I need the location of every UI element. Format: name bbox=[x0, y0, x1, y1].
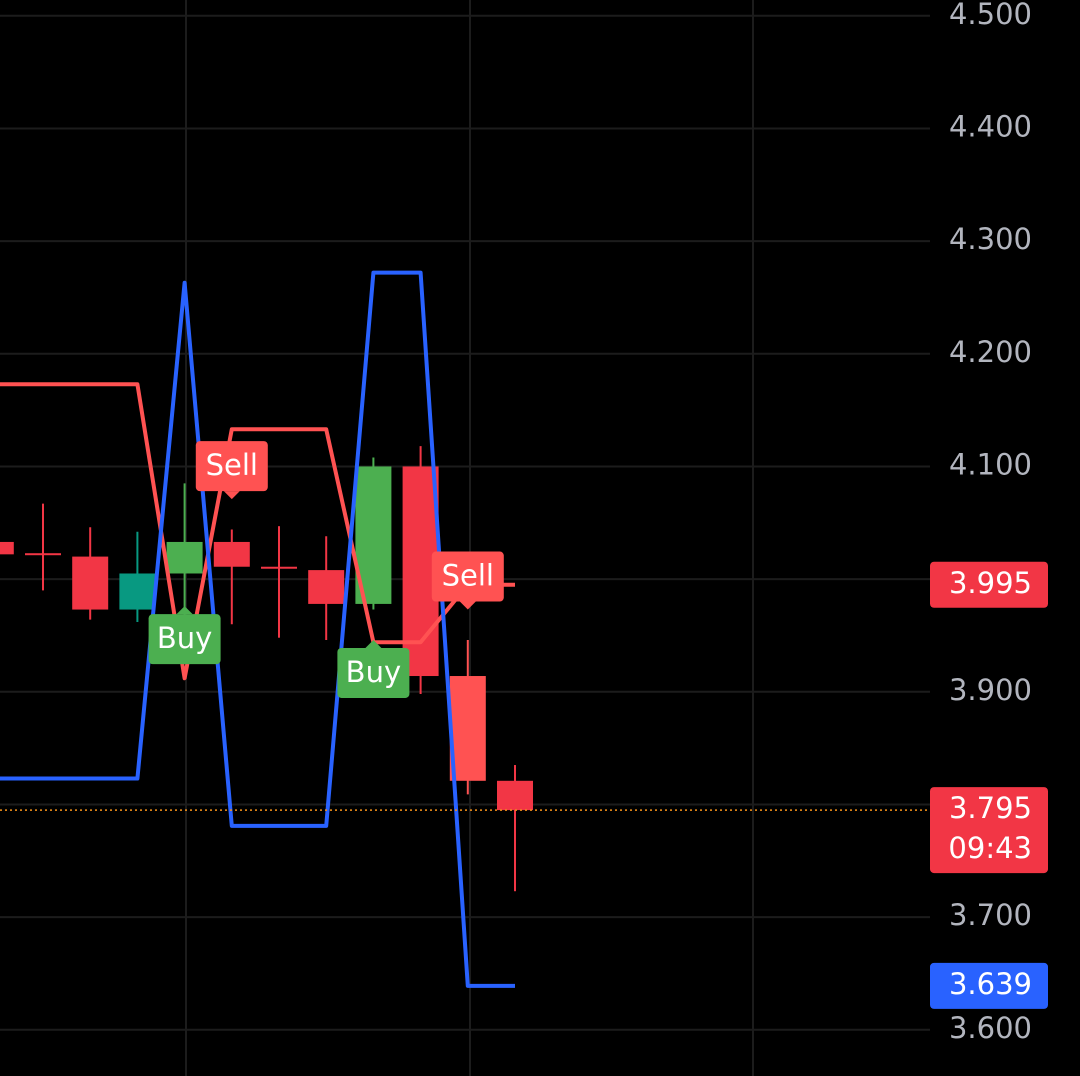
price-label-text: 3.795 bbox=[949, 791, 1032, 825]
price-label-box bbox=[930, 962, 1048, 1009]
signal-text: Sell bbox=[206, 448, 258, 482]
signal-text: Sell bbox=[442, 559, 494, 593]
candle-body bbox=[261, 566, 297, 569]
price-label-box bbox=[930, 561, 1048, 608]
signal-arrow bbox=[365, 639, 382, 648]
signal-text: Buy bbox=[157, 621, 212, 655]
candle-body bbox=[166, 541, 203, 574]
price-label-text: 3.995 bbox=[949, 566, 1032, 600]
price-label-text: 3.639 bbox=[949, 967, 1032, 1001]
y-tick-label: 3.900 bbox=[949, 673, 1032, 707]
signal-box bbox=[148, 614, 221, 665]
signal-label: Sell bbox=[431, 551, 504, 610]
y-tick-label: 4.300 bbox=[949, 222, 1032, 256]
signal-label: Buy bbox=[337, 639, 410, 698]
candle-body bbox=[497, 780, 533, 811]
indicator-line bbox=[0, 270, 515, 988]
signal-box bbox=[337, 647, 410, 698]
candle-body bbox=[213, 541, 250, 567]
signal-arrow bbox=[176, 606, 193, 615]
signal-text: Buy bbox=[346, 655, 401, 689]
y-tick-label: 4.200 bbox=[949, 335, 1032, 369]
candle-body bbox=[119, 573, 156, 610]
candle-body bbox=[25, 553, 61, 556]
y-tick-label: 3.700 bbox=[949, 898, 1032, 932]
signal-box bbox=[195, 441, 268, 492]
signal-arrow bbox=[459, 601, 476, 610]
candle-body bbox=[0, 541, 14, 555]
candle-body bbox=[308, 570, 345, 604]
y-tick-label: 3.600 bbox=[949, 1011, 1032, 1045]
indicator-line bbox=[0, 382, 515, 681]
y-tick-label: 4.100 bbox=[949, 447, 1032, 481]
signal-label: Buy bbox=[148, 606, 221, 665]
countdown-text: 09:43 bbox=[948, 831, 1032, 865]
signal-box bbox=[431, 551, 504, 602]
candle-body bbox=[72, 556, 109, 610]
candle-body bbox=[449, 676, 486, 781]
y-tick-label: 4.500 bbox=[949, 0, 1032, 31]
price-label-box bbox=[930, 787, 1048, 874]
signal-arrow bbox=[223, 491, 240, 500]
signal-label: Sell bbox=[195, 441, 268, 500]
y-tick-label: 4.400 bbox=[949, 109, 1032, 143]
